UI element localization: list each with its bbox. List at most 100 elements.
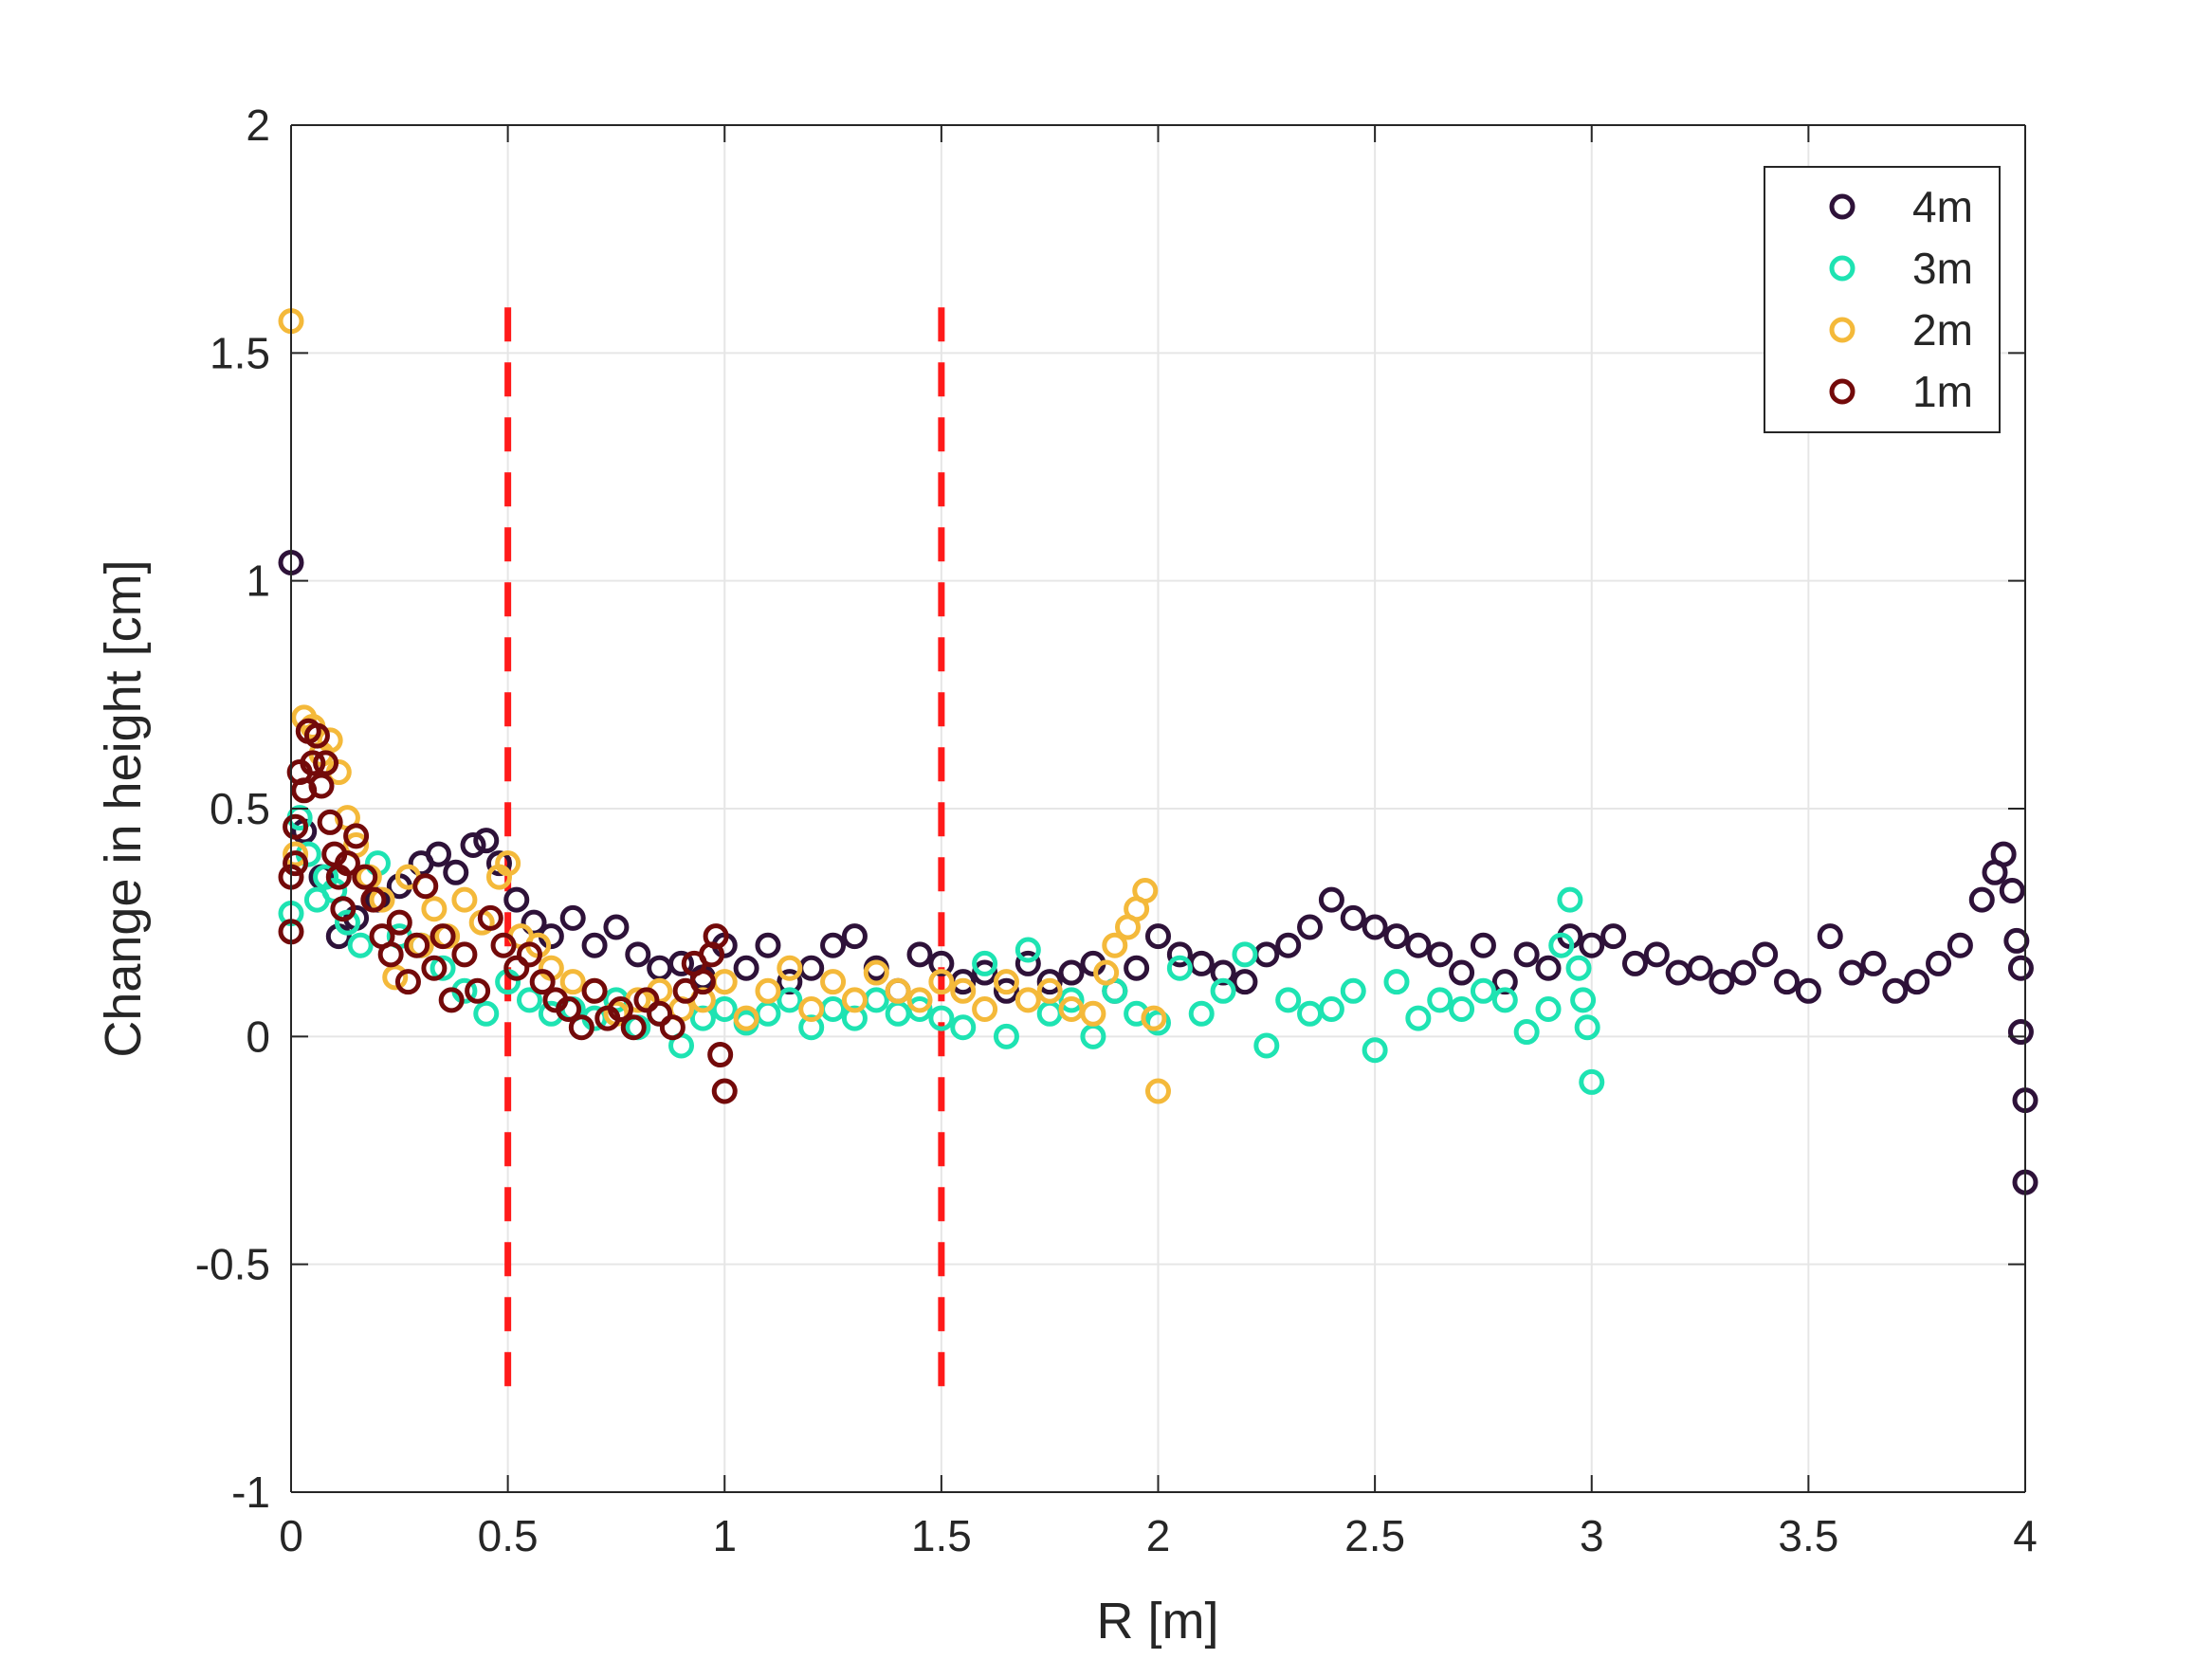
point-4m bbox=[1968, 886, 1995, 913]
point-4m bbox=[1340, 904, 1366, 931]
point-2m bbox=[777, 955, 803, 981]
point-4m bbox=[1600, 923, 1627, 950]
point-2m bbox=[1132, 878, 1159, 904]
point-3m bbox=[993, 1023, 1019, 1049]
legend-marker-1m bbox=[1829, 378, 1856, 405]
point-4m bbox=[1470, 932, 1496, 958]
point-3m bbox=[1340, 977, 1366, 1004]
point-4m bbox=[2007, 1019, 2034, 1046]
point-3m bbox=[950, 1014, 977, 1041]
point-4m bbox=[1297, 914, 1324, 940]
point-3m bbox=[1188, 1000, 1215, 1027]
point-2m bbox=[495, 850, 521, 877]
point-4m bbox=[1318, 886, 1344, 913]
reference-lines bbox=[504, 307, 945, 1401]
point-4m bbox=[1990, 841, 2017, 867]
point-4m bbox=[1058, 959, 1085, 986]
legend-label-1m: 1m bbox=[1912, 367, 1973, 416]
point-2m bbox=[820, 969, 847, 995]
point-4m bbox=[1882, 977, 1909, 1004]
point-2m bbox=[928, 969, 955, 995]
point-2m bbox=[559, 969, 586, 995]
point-4m bbox=[777, 969, 803, 995]
point-1m bbox=[451, 941, 478, 968]
point-2m bbox=[798, 995, 825, 1022]
x-tick-label: 3.5 bbox=[1778, 1511, 1838, 1560]
point-4m bbox=[473, 828, 500, 854]
x-tick-label: 1 bbox=[712, 1511, 737, 1560]
point-3m bbox=[473, 1000, 500, 1027]
point-4m bbox=[1449, 959, 1475, 986]
point-1m bbox=[503, 955, 530, 981]
point-3m bbox=[928, 1005, 955, 1031]
point-4m bbox=[603, 914, 630, 940]
point-4m bbox=[1709, 969, 1735, 995]
point-4m bbox=[1513, 941, 1540, 968]
point-2m bbox=[733, 1005, 759, 1031]
point-4m bbox=[1752, 941, 1779, 968]
point-4m bbox=[755, 932, 781, 958]
point-3m bbox=[430, 955, 456, 981]
point-2m bbox=[1102, 932, 1128, 958]
point-4m bbox=[1687, 955, 1713, 981]
point-1m bbox=[633, 987, 660, 1013]
point-4m bbox=[1405, 932, 1432, 958]
point-2m bbox=[1093, 959, 1120, 986]
point-2m bbox=[421, 896, 448, 922]
point-4m bbox=[1795, 977, 1821, 1004]
point-3m bbox=[1548, 932, 1575, 958]
point-3m bbox=[1405, 1005, 1432, 1031]
point-4m bbox=[1999, 878, 2025, 904]
x-tick-label: 2 bbox=[1146, 1511, 1171, 1560]
point-1m bbox=[556, 995, 582, 1022]
point-4m bbox=[1643, 941, 1670, 968]
point-1m bbox=[412, 873, 439, 900]
point-1m bbox=[303, 722, 330, 749]
point-1m bbox=[516, 941, 542, 968]
point-3m bbox=[1362, 1037, 1388, 1064]
point-4m bbox=[1210, 959, 1236, 986]
point-1m bbox=[608, 995, 634, 1022]
point-3m bbox=[1275, 987, 1302, 1013]
point-3m bbox=[1253, 1032, 1280, 1059]
point-1m bbox=[308, 773, 335, 799]
point-3m bbox=[972, 950, 998, 976]
point-4m bbox=[820, 932, 847, 958]
point-2m bbox=[755, 977, 781, 1004]
point-4m bbox=[841, 923, 868, 950]
point-2m bbox=[451, 886, 478, 913]
y-tick-label: 2 bbox=[246, 100, 270, 150]
point-4m bbox=[1036, 969, 1063, 995]
point-1m bbox=[404, 932, 430, 958]
scatter-points bbox=[278, 308, 2038, 1195]
point-1m bbox=[568, 1014, 594, 1041]
point-1m bbox=[707, 1042, 734, 1068]
point-1m bbox=[438, 987, 465, 1013]
point-3m bbox=[798, 1014, 825, 1041]
point-4m bbox=[503, 886, 530, 913]
point-2m bbox=[317, 727, 343, 754]
point-2m bbox=[863, 959, 889, 986]
point-1m bbox=[430, 923, 456, 950]
point-4m bbox=[1362, 914, 1388, 940]
point-3m bbox=[1166, 955, 1193, 981]
legend-label-3m: 3m bbox=[1912, 244, 1973, 293]
point-1m bbox=[703, 923, 729, 950]
point-4m bbox=[1166, 941, 1193, 968]
point-3m bbox=[1570, 987, 1597, 1013]
point-3m bbox=[1535, 995, 1562, 1022]
point-2m bbox=[382, 964, 409, 991]
legend-label-2m: 2m bbox=[1912, 305, 1973, 355]
point-1m bbox=[581, 977, 608, 1004]
point-1m bbox=[386, 909, 412, 936]
x-tick-label: 0 bbox=[279, 1511, 303, 1560]
point-1m bbox=[330, 896, 356, 922]
point-3m bbox=[1318, 995, 1344, 1022]
point-3m bbox=[1513, 1019, 1540, 1046]
point-4m bbox=[1904, 969, 1930, 995]
point-4m bbox=[1232, 969, 1258, 995]
point-4m bbox=[2003, 927, 2030, 954]
point-1m bbox=[283, 850, 309, 877]
point-1m bbox=[647, 1000, 673, 1027]
point-3m bbox=[347, 932, 374, 958]
